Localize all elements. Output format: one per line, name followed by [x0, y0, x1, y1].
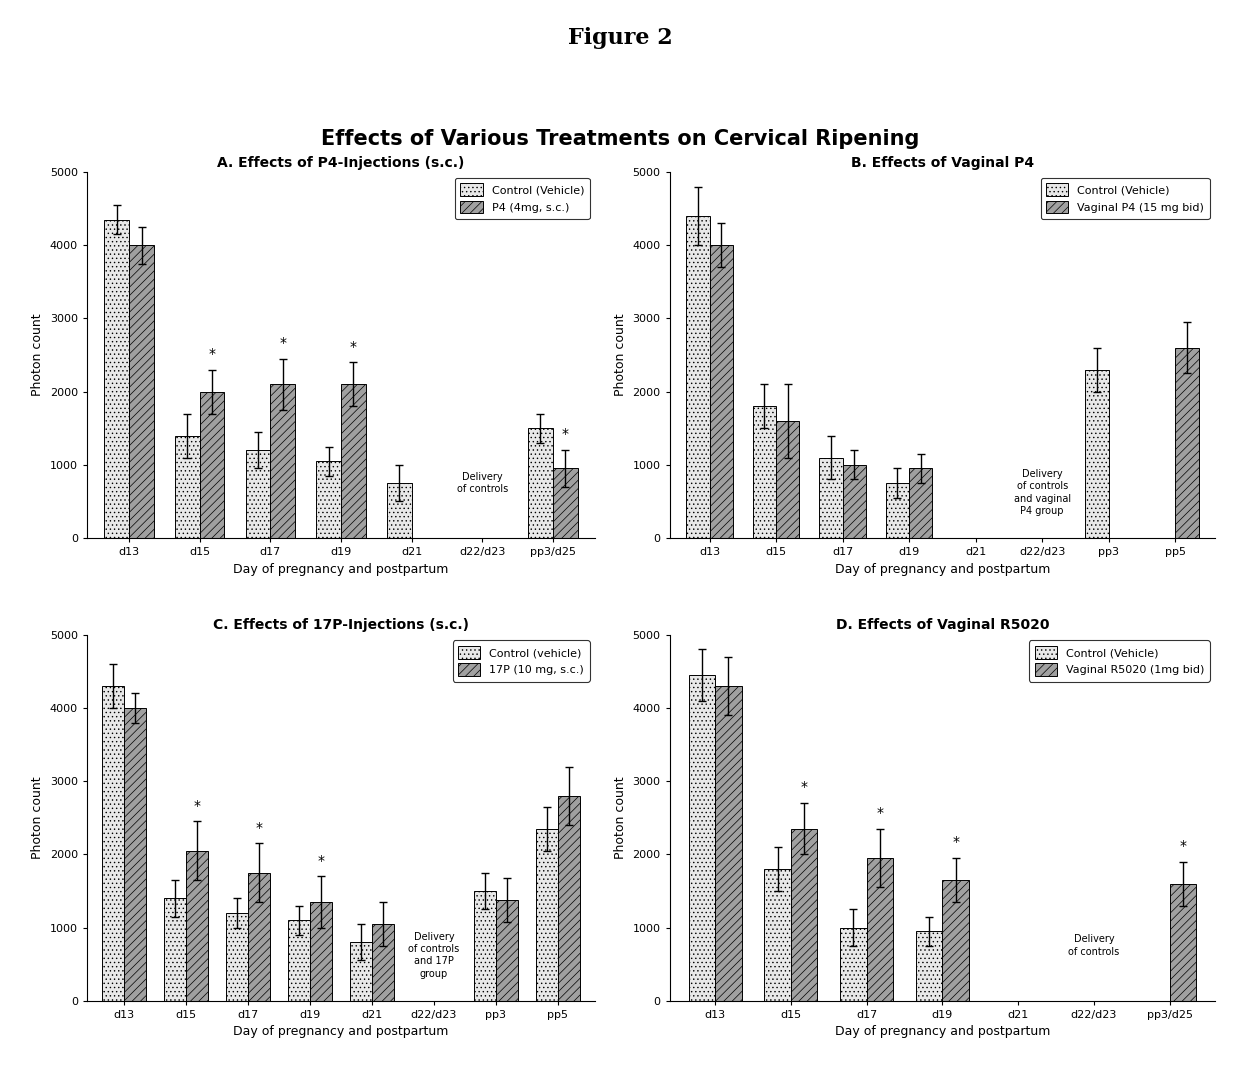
- Y-axis label: Photon count: Photon count: [614, 777, 627, 859]
- Bar: [841, 928, 867, 1001]
- Bar: [186, 851, 207, 1001]
- Text: *: *: [317, 853, 325, 867]
- Title: B. Effects of Vaginal P4: B. Effects of Vaginal P4: [851, 156, 1034, 170]
- Text: *: *: [801, 780, 807, 794]
- Text: *: *: [877, 806, 883, 820]
- Bar: [942, 880, 968, 1001]
- Bar: [536, 829, 558, 1001]
- Bar: [1085, 370, 1109, 538]
- Legend: Control (Vehicle), Vaginal P4 (15 mg bid): Control (Vehicle), Vaginal P4 (15 mg bid…: [1040, 178, 1210, 218]
- Bar: [1169, 883, 1197, 1001]
- Bar: [248, 873, 269, 1001]
- Bar: [528, 428, 553, 538]
- Bar: [341, 384, 366, 538]
- Bar: [553, 468, 578, 538]
- X-axis label: Day of pregnancy and postpartum: Day of pregnancy and postpartum: [835, 563, 1050, 576]
- Bar: [916, 931, 942, 1001]
- Bar: [909, 468, 932, 538]
- Title: C. Effects of 17P-Injections (s.c.): C. Effects of 17P-Injections (s.c.): [213, 619, 469, 633]
- Bar: [474, 891, 496, 1001]
- Bar: [226, 912, 248, 1001]
- Bar: [270, 384, 295, 538]
- Bar: [715, 686, 742, 1001]
- Bar: [820, 457, 843, 538]
- Text: *: *: [952, 835, 960, 849]
- Legend: Control (Vehicle), Vaginal R5020 (1mg bid): Control (Vehicle), Vaginal R5020 (1mg bi…: [1029, 640, 1210, 681]
- Bar: [129, 245, 154, 538]
- Text: *: *: [193, 798, 201, 812]
- X-axis label: Day of pregnancy and postpartum: Day of pregnancy and postpartum: [233, 563, 449, 576]
- Bar: [688, 675, 715, 1001]
- Bar: [867, 858, 893, 1001]
- Text: *: *: [562, 427, 569, 441]
- Y-axis label: Photon count: Photon count: [31, 777, 45, 859]
- Bar: [885, 483, 909, 538]
- Y-axis label: Photon count: Photon count: [614, 314, 627, 396]
- Bar: [764, 869, 791, 1001]
- Text: *: *: [1179, 839, 1187, 853]
- Bar: [686, 216, 709, 538]
- Bar: [104, 220, 129, 538]
- X-axis label: Day of pregnancy and postpartum: Day of pregnancy and postpartum: [835, 1025, 1050, 1038]
- Bar: [102, 686, 124, 1001]
- Text: Delivery
of controls
and vaginal
P4 group: Delivery of controls and vaginal P4 grou…: [1013, 469, 1071, 516]
- Text: *: *: [255, 821, 263, 835]
- Bar: [372, 924, 394, 1001]
- Bar: [175, 436, 200, 538]
- Text: Delivery
of controls: Delivery of controls: [456, 471, 508, 494]
- Text: Delivery
of controls: Delivery of controls: [1069, 934, 1120, 957]
- Bar: [791, 829, 817, 1001]
- Bar: [164, 898, 186, 1001]
- Y-axis label: Photon count: Photon count: [31, 314, 45, 396]
- Bar: [753, 407, 776, 538]
- Bar: [776, 421, 800, 538]
- Bar: [843, 465, 866, 538]
- Bar: [288, 920, 310, 1001]
- Text: *: *: [208, 346, 216, 360]
- Text: Figure 2: Figure 2: [568, 27, 672, 48]
- Text: *: *: [279, 336, 286, 350]
- Title: A. Effects of P4-Injections (s.c.): A. Effects of P4-Injections (s.c.): [217, 156, 465, 170]
- Legend: Control (Vehicle), P4 (4mg, s.c.): Control (Vehicle), P4 (4mg, s.c.): [455, 178, 590, 218]
- Text: *: *: [350, 340, 357, 354]
- Bar: [709, 245, 733, 538]
- Bar: [310, 902, 332, 1001]
- Bar: [558, 796, 579, 1001]
- Bar: [496, 900, 517, 1001]
- Bar: [350, 943, 372, 1001]
- Text: Delivery
of controls
and 17P
group: Delivery of controls and 17P group: [408, 932, 460, 979]
- Bar: [316, 462, 341, 538]
- Bar: [1176, 348, 1199, 538]
- Bar: [246, 450, 270, 538]
- Legend: Control (vehicle), 17P (10 mg, s.c.): Control (vehicle), 17P (10 mg, s.c.): [453, 640, 590, 681]
- X-axis label: Day of pregnancy and postpartum: Day of pregnancy and postpartum: [233, 1025, 449, 1038]
- Bar: [124, 708, 146, 1001]
- Bar: [200, 392, 224, 538]
- Text: Effects of Various Treatments on Cervical Ripening: Effects of Various Treatments on Cervica…: [321, 129, 919, 150]
- Bar: [387, 483, 412, 538]
- Title: D. Effects of Vaginal R5020: D. Effects of Vaginal R5020: [836, 619, 1049, 633]
